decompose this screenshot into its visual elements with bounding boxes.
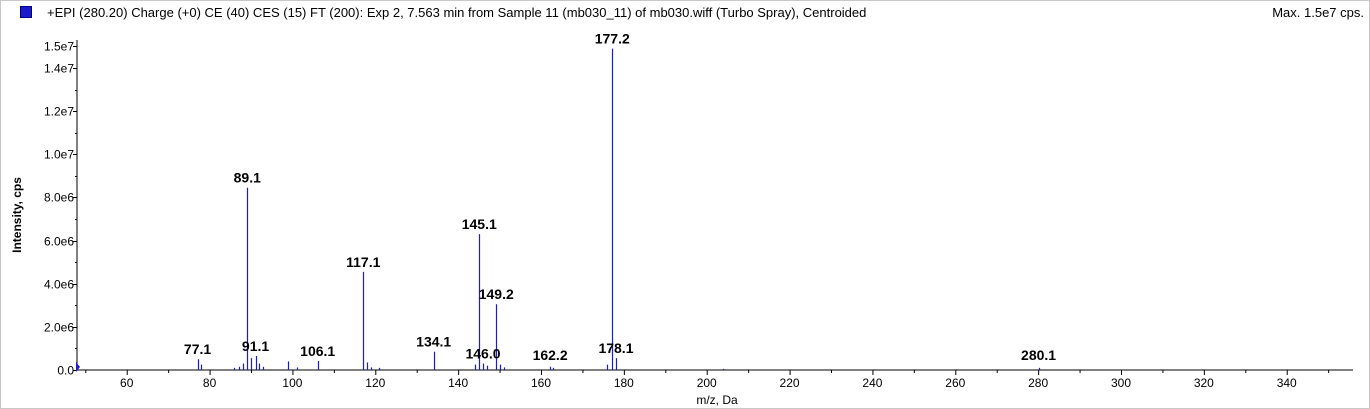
peak-label: 106.1 [300, 343, 335, 359]
y-tick-label: 1.4e7 [44, 62, 74, 76]
peak-label: 134.1 [416, 334, 451, 350]
peak-label: 146.0 [465, 346, 500, 362]
peak-label: 177.2 [595, 31, 630, 47]
axes-group: 60 80 100 120 140 160 180 200 220 240 260 280 300 320… [44, 40, 1353, 390]
peak-label: 162.2 [533, 347, 568, 363]
y-tick-label: 1.5e7 [44, 40, 74, 54]
peak-label: 280.1 [1021, 347, 1056, 363]
axis-origin-marker [76, 362, 80, 372]
spectrum-header: +EPI (280.20) Charge (+0) CE (40) CES (1… [0, 0, 1370, 26]
x-tick-label: 180 [614, 376, 634, 390]
x-tick-label: 300 [1111, 376, 1131, 390]
peaks-group [197, 48, 1041, 370]
series-color-swatch[interactable] [20, 6, 32, 18]
x-tick-label: 340 [1277, 376, 1297, 390]
peak-label: 77.1 [184, 341, 211, 357]
y-tick-label: 0.0 [57, 364, 74, 378]
peak-label: 89.1 [234, 170, 261, 186]
spectrum-title: +EPI (280.20) Charge (+0) CE (40) CES (1… [47, 5, 867, 20]
y-axis-title: Intensity, cps [10, 177, 24, 253]
x-tick-label: 200 [697, 376, 717, 390]
x-axis-title: m/z, Da [696, 393, 738, 407]
y-tick-label: 4.0e6 [44, 278, 74, 292]
x-tick-label: 240 [862, 376, 882, 390]
x-tick-label: 160 [531, 376, 551, 390]
x-tick-label: 80 [203, 376, 217, 390]
y-tick-label: 1.0e7 [44, 148, 74, 162]
x-tick-label: 120 [365, 376, 385, 390]
x-tick-label: 100 [282, 376, 302, 390]
y-tick-label: 2.0e6 [44, 321, 74, 335]
x-tick-label: 280 [1028, 376, 1048, 390]
y-tick-label: 1.2e7 [44, 105, 74, 119]
x-tick-label: 320 [1194, 376, 1214, 390]
y-tick-label: 6.0e6 [44, 235, 74, 249]
x-tick-label: 220 [780, 376, 800, 390]
peak-label: 91.1 [242, 338, 269, 354]
peak-labels-group: 77.1 89.1 91.1 106.1 117.1 134.1 145.1 146.0 149… [184, 31, 1056, 363]
peak-label: 145.1 [462, 216, 497, 232]
x-tick-label: 60 [120, 376, 134, 390]
peak-label: 117.1 [346, 254, 380, 270]
peak-label: 149.2 [479, 286, 514, 302]
peak-label: 178.1 [598, 340, 633, 356]
x-tick-label: 140 [448, 376, 468, 390]
x-tick-label: 260 [945, 376, 965, 390]
max-intensity-label: Max. 1.5e7 cps. [1272, 5, 1364, 20]
y-tick-label: 8.0e6 [44, 191, 74, 205]
